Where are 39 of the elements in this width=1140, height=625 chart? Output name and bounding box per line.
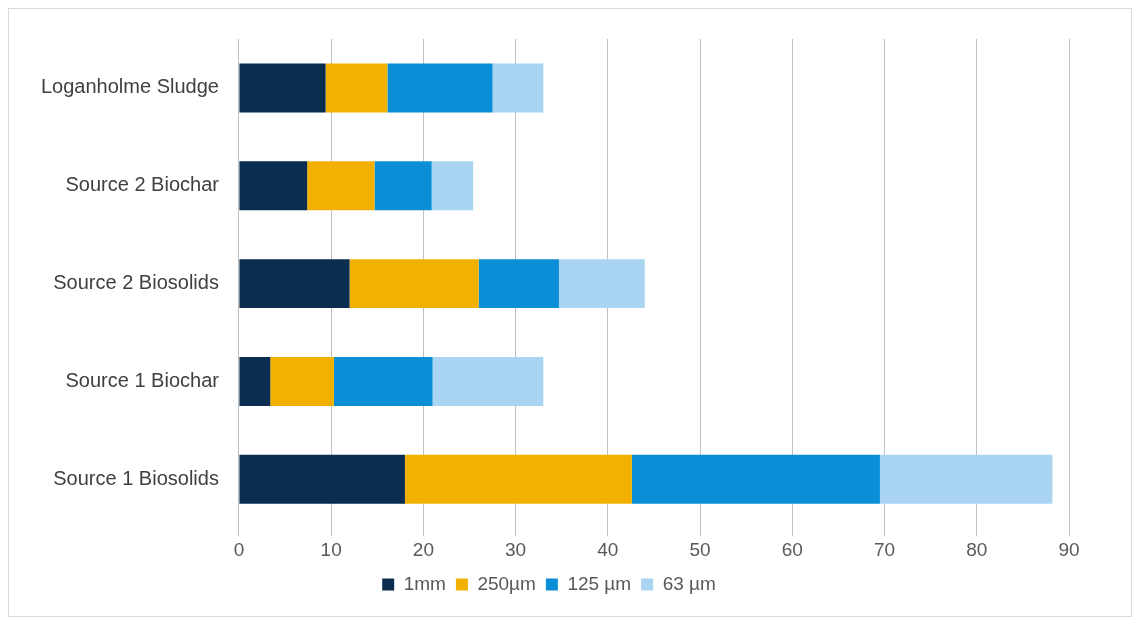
x-tick-label: 10 xyxy=(320,538,342,560)
y-tick-label: Source 1 Biosolids xyxy=(53,466,219,489)
x-tick-label: 50 xyxy=(689,538,711,560)
x-tick-label: 40 xyxy=(597,538,619,560)
x-tick-label: 30 xyxy=(505,538,527,560)
bar xyxy=(333,356,433,406)
bar xyxy=(374,161,432,211)
bar xyxy=(404,454,632,504)
bar xyxy=(239,63,326,113)
bar xyxy=(431,161,474,211)
legend-label: 63 µm xyxy=(662,572,716,594)
bar xyxy=(325,63,388,113)
legend-label: 250µm xyxy=(477,572,536,594)
bar xyxy=(387,63,493,113)
x-tick-label: 20 xyxy=(412,538,434,560)
legend-label: 1mm xyxy=(403,572,446,594)
x-tick-label: 60 xyxy=(781,538,803,560)
legend-label: 125 µm xyxy=(567,572,632,594)
bar xyxy=(492,63,544,113)
x-tick-label: 70 xyxy=(873,538,896,560)
bar xyxy=(349,259,479,309)
bar xyxy=(239,161,308,211)
bar xyxy=(270,356,334,406)
bar xyxy=(307,161,375,211)
x-tick-label: 90 xyxy=(1058,538,1080,560)
y-tick-label: Source 2 Biochar xyxy=(65,173,220,196)
bar xyxy=(631,454,880,504)
y-tick-label: Loganholme Sludge xyxy=(41,75,219,98)
y-tick-label: Source 1 Biochar xyxy=(65,368,220,391)
bar xyxy=(879,454,1053,504)
y-tick-label: Source 2 Biosolids xyxy=(53,271,219,294)
bar xyxy=(239,356,271,406)
bar xyxy=(239,454,405,504)
x-tick-label: 80 xyxy=(966,538,988,560)
bar xyxy=(478,259,559,309)
bar xyxy=(239,259,350,309)
x-tick-label: 0 xyxy=(233,538,245,560)
bar xyxy=(432,356,544,406)
bar xyxy=(558,259,645,309)
